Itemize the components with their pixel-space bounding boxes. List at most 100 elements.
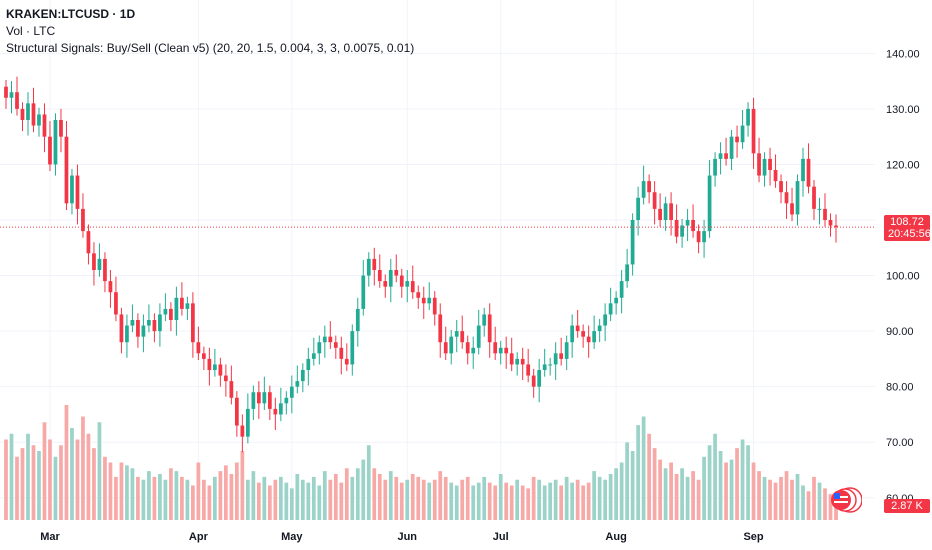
volume-bar <box>229 474 234 520</box>
volume-bar <box>262 476 267 520</box>
candle-body <box>158 314 162 332</box>
candle-body <box>828 220 833 226</box>
candle-body <box>180 297 184 309</box>
volume-bar <box>685 476 690 520</box>
candle-body <box>262 392 267 404</box>
volume-bar <box>399 482 404 520</box>
candle-body <box>779 181 783 193</box>
volume-bar <box>405 479 410 520</box>
candle-body <box>603 314 608 326</box>
volume-bar <box>300 479 305 520</box>
candle-body <box>191 303 195 343</box>
volume-bar <box>48 439 52 520</box>
candle-body <box>218 364 223 376</box>
volume-bar <box>531 476 536 520</box>
candle-body <box>394 270 399 276</box>
candle-body <box>350 331 355 365</box>
volume-bar <box>515 479 520 520</box>
candle-body <box>213 364 217 370</box>
volume-bar <box>471 485 476 520</box>
volume-bar <box>812 476 816 520</box>
volume-bar <box>713 433 717 520</box>
volume-bar <box>438 471 443 520</box>
candle-body <box>526 364 531 376</box>
candle-body <box>4 86 8 98</box>
x-tick-label: Mar <box>40 531 60 543</box>
volume-bar <box>256 482 261 520</box>
x-tick-label: Sep <box>743 531 763 543</box>
volume-bar <box>801 485 805 520</box>
candle-body <box>377 270 382 282</box>
volume-bar <box>597 476 602 520</box>
volume-bar <box>295 474 300 520</box>
volume-indicator-label[interactable]: Vol · LTC <box>6 24 56 38</box>
candle-body <box>31 103 36 126</box>
volume-bar <box>410 474 415 520</box>
candle-body <box>169 308 173 320</box>
candle-body <box>454 331 459 337</box>
volume-bar <box>383 479 388 520</box>
volume-bar <box>26 433 30 520</box>
candle-body <box>548 364 553 366</box>
volume-bar <box>223 465 228 520</box>
candle-body <box>575 325 580 332</box>
candle-body <box>196 342 201 354</box>
volume-bar <box>427 482 432 520</box>
candle-body <box>520 358 525 365</box>
candle-body <box>740 125 745 143</box>
candle-body <box>119 314 124 343</box>
candle-body <box>691 220 695 232</box>
candle-body <box>147 320 151 326</box>
volume-bar <box>366 445 371 520</box>
candle-body <box>647 181 651 193</box>
signals-indicator-label[interactable]: Structural Signals: Buy/Sell (Clean v5) … <box>6 41 415 55</box>
volume-bar <box>350 476 355 520</box>
volume-bar <box>757 471 761 520</box>
candle-body <box>713 158 717 176</box>
volume-bar <box>421 479 426 520</box>
volume-bar <box>86 433 91 520</box>
volume-bar <box>559 485 564 520</box>
volume-bar <box>218 471 223 520</box>
volume-bar <box>498 474 503 520</box>
candle-body <box>487 314 492 343</box>
candle-body <box>482 314 487 326</box>
candle-body <box>273 408 278 415</box>
volume-bar <box>641 416 646 520</box>
candle-body <box>372 258 377 270</box>
volume-bar <box>207 485 212 520</box>
volume-bar <box>317 485 322 520</box>
volume-bar <box>663 468 668 520</box>
candle-body <box>592 331 597 343</box>
volume-bar <box>196 462 201 520</box>
volume-bar <box>15 456 19 520</box>
candle-body <box>81 208 85 232</box>
candle-body <box>476 325 481 348</box>
volume-bar <box>147 471 151 520</box>
volume-bar <box>729 459 734 520</box>
candle-body <box>317 342 322 354</box>
volume-bar <box>608 474 613 520</box>
volume-bar <box>130 468 135 520</box>
volume-bar <box>718 451 723 520</box>
x-tick-label: Jul <box>493 531 509 543</box>
candle-body <box>229 381 234 398</box>
candle-body <box>37 114 41 126</box>
candle-body <box>625 264 629 282</box>
candle-body <box>597 325 602 332</box>
symbol-title[interactable]: KRAKEN:LTCUSD · 1D <box>6 7 136 21</box>
volume-bar <box>53 456 58 520</box>
candle-body <box>531 375 536 387</box>
tradingview-flag-icon[interactable] <box>830 487 862 513</box>
volume-bar <box>581 485 586 520</box>
candle-body <box>773 170 778 182</box>
candle-body <box>410 281 415 293</box>
volume-bar <box>37 451 41 520</box>
volume-bar <box>570 482 575 520</box>
volume-bar <box>806 491 811 520</box>
volume-bar <box>603 479 608 520</box>
candle-body <box>223 375 228 382</box>
candle-body <box>339 347 344 359</box>
volume-tag: 2.87 K <box>884 499 930 513</box>
